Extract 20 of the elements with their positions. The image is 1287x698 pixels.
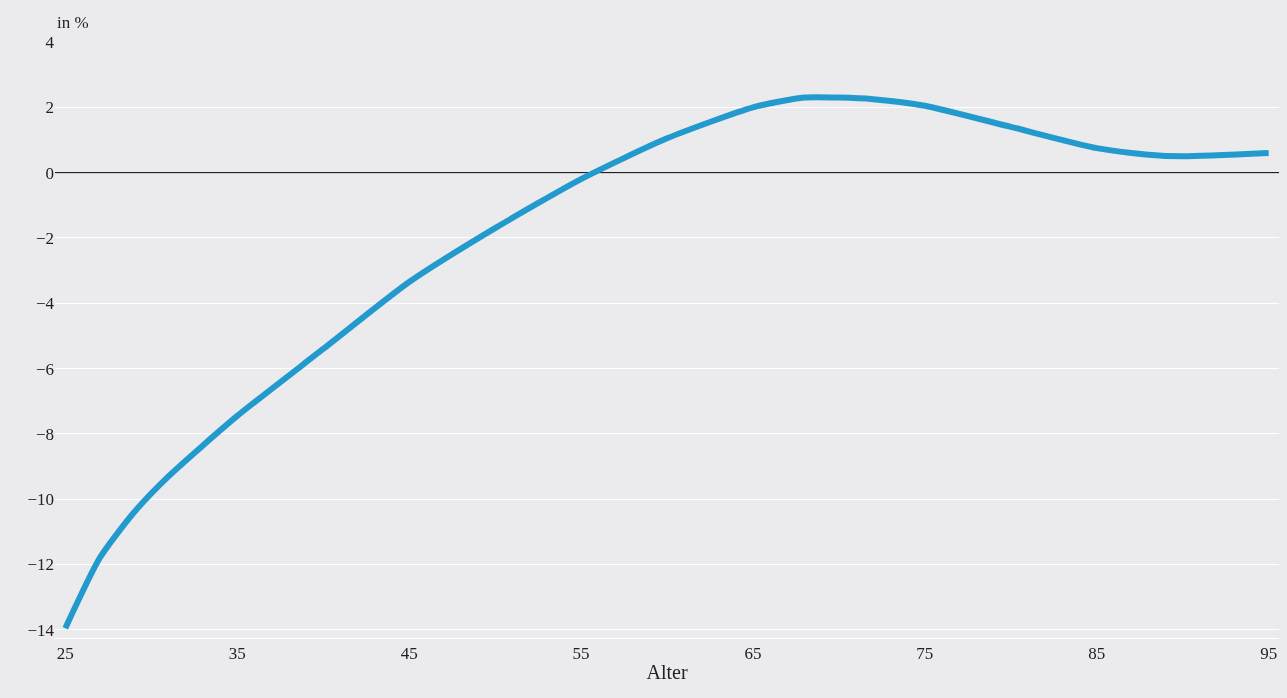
x-tick-label: 85	[1088, 644, 1106, 664]
y-tick-label: −8	[35, 424, 54, 444]
y-tick-label: −10	[27, 490, 54, 510]
y-tick-label: −4	[35, 294, 55, 314]
y-tick-label: 0	[45, 163, 54, 183]
y-tick-label: −6	[35, 359, 54, 379]
y-tick-label: 4	[45, 32, 55, 52]
x-axis-title: Alter	[646, 660, 688, 683]
y-tick-label: −2	[35, 228, 54, 248]
x-tick-label: 45	[400, 644, 418, 664]
x-tick-label: 55	[572, 644, 590, 664]
x-tick-label: 25	[56, 644, 74, 664]
x-tick-label: 75	[916, 644, 934, 664]
x-tick-label: 65	[744, 644, 762, 664]
y-tick-label: −14	[27, 620, 55, 640]
y-tick-label: −12	[27, 555, 54, 575]
y-axis-title: in %	[57, 13, 89, 32]
x-tick-label: 95	[1260, 644, 1278, 664]
y-tick-label: 2	[45, 98, 54, 118]
x-tick-label: 35	[228, 644, 246, 664]
